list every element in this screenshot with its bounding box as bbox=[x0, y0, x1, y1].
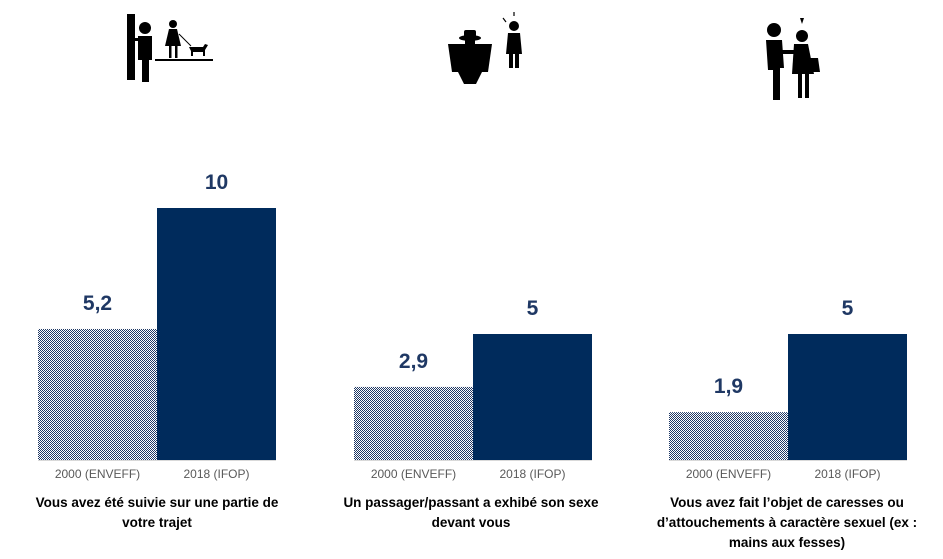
value-label: 5 bbox=[842, 297, 854, 320]
chart-group-2: 2,9 2000 (ENVEFF) 5 2018 (IFOP) Un passager/… bbox=[343, 297, 599, 530]
group-title-line: Vous avez été suivie sur une partie de bbox=[36, 495, 279, 510]
bar-2018 bbox=[473, 334, 592, 460]
group-title-line: votre trajet bbox=[122, 515, 192, 530]
category-label: 2018 (IFOP) bbox=[499, 467, 565, 481]
group-title-line: d’attouchements à caractère sexuel (ex : bbox=[657, 515, 917, 530]
category-label: 2018 (IFOP) bbox=[814, 467, 880, 481]
value-label: 1,9 bbox=[714, 375, 743, 398]
category-label: 2000 (ENVEFF) bbox=[55, 467, 140, 481]
group-title-line: Un passager/passant a exhibé son sexe bbox=[343, 495, 599, 510]
flasher-icon bbox=[448, 12, 522, 84]
bar-2018 bbox=[788, 334, 907, 460]
man-following-woman-icon bbox=[127, 14, 213, 82]
category-label: 2000 (ENVEFF) bbox=[686, 467, 771, 481]
chart-group-1: 5,2 2000 (ENVEFF) 10 2018 (IFOP) Vous avez é… bbox=[36, 171, 279, 530]
group-title-line: mains aux fesses) bbox=[729, 535, 845, 550]
chart-group-3: 1,9 2000 (ENVEFF) 5 2018 (IFOP) Vous avez fa… bbox=[657, 297, 917, 550]
category-label: 2018 (IFOP) bbox=[183, 467, 249, 481]
bar-2018 bbox=[157, 208, 276, 460]
value-label: 5,2 bbox=[83, 292, 112, 315]
value-label: 5 bbox=[527, 297, 539, 320]
category-label: 2000 (ENVEFF) bbox=[371, 467, 456, 481]
bar-2000 bbox=[38, 328, 157, 460]
value-label: 10 bbox=[205, 171, 228, 194]
groping-icon bbox=[766, 18, 820, 100]
group-title-line: Vous avez fait l’objet de caresses ou bbox=[670, 495, 904, 510]
bar-2000 bbox=[669, 412, 788, 460]
bar-2000 bbox=[354, 386, 473, 460]
group-title-line: devant vous bbox=[432, 515, 511, 530]
value-label: 2,9 bbox=[399, 350, 428, 373]
